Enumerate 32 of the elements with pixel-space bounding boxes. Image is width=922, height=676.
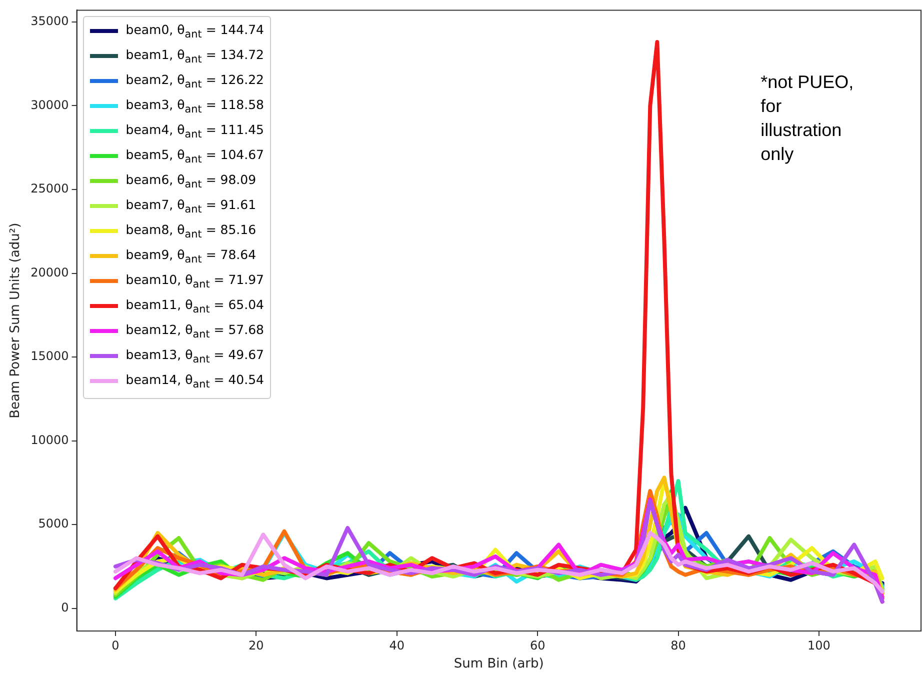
legend-label: beam8, θ$_{ant}$ = 85.16 [126,222,256,241]
y-tick-label: 0 [61,600,69,615]
y-axis-title: Beam Power Sum Units (adu²) [8,222,24,418]
y-tick-label: 35000 [30,14,69,28]
x-tick-label: 60 [530,638,546,652]
y-tick-label: 10000 [30,432,69,447]
x-tick-label: 80 [670,638,686,652]
legend-label: beam10, θ$_{ant}$ = 71.97 [126,272,264,291]
legend-label: beam11, θ$_{ant}$ = 65.04 [126,297,264,316]
legend-label: beam13, θ$_{ant}$ = 49.67 [126,347,264,366]
y-tick-label: 30000 [30,98,69,112]
legend-label: beam4, θ$_{ant}$ = 111.45 [126,122,264,141]
x-tick-label: 0 [112,638,120,652]
legend-label: beam0, θ$_{ant}$ = 144.74 [126,22,264,41]
legend-label: beam7, θ$_{ant}$ = 91.61 [126,197,256,216]
x-tick-label: 40 [389,638,405,652]
legend-label: beam6, θ$_{ant}$ = 98.09 [126,172,256,191]
y-tick-label: 5000 [38,516,69,531]
legend-label: beam12, θ$_{ant}$ = 57.68 [126,322,264,341]
x-tick-label: 100 [808,638,830,652]
y-tick-label: 25000 [30,182,69,196]
annotation: *not PUEO, for illustration only [760,71,855,166]
y-tick-label: 15000 [30,349,69,364]
legend-label: beam9, θ$_{ant}$ = 78.64 [126,247,256,266]
legend-label: beam2, θ$_{ant}$ = 126.22 [126,72,264,91]
legend-label: beam3, θ$_{ant}$ = 118.58 [126,97,264,116]
y-tick-label: 20000 [30,265,69,280]
legend-label: beam1, θ$_{ant}$ = 134.72 [126,47,264,66]
legend-label: beam5, θ$_{ant}$ = 104.67 [126,147,264,166]
legend-label: beam14, θ$_{ant}$ = 40.54 [126,372,264,391]
x-tick-label: 20 [248,638,264,652]
x-axis-title: Sum Bin (arb) [454,656,544,672]
